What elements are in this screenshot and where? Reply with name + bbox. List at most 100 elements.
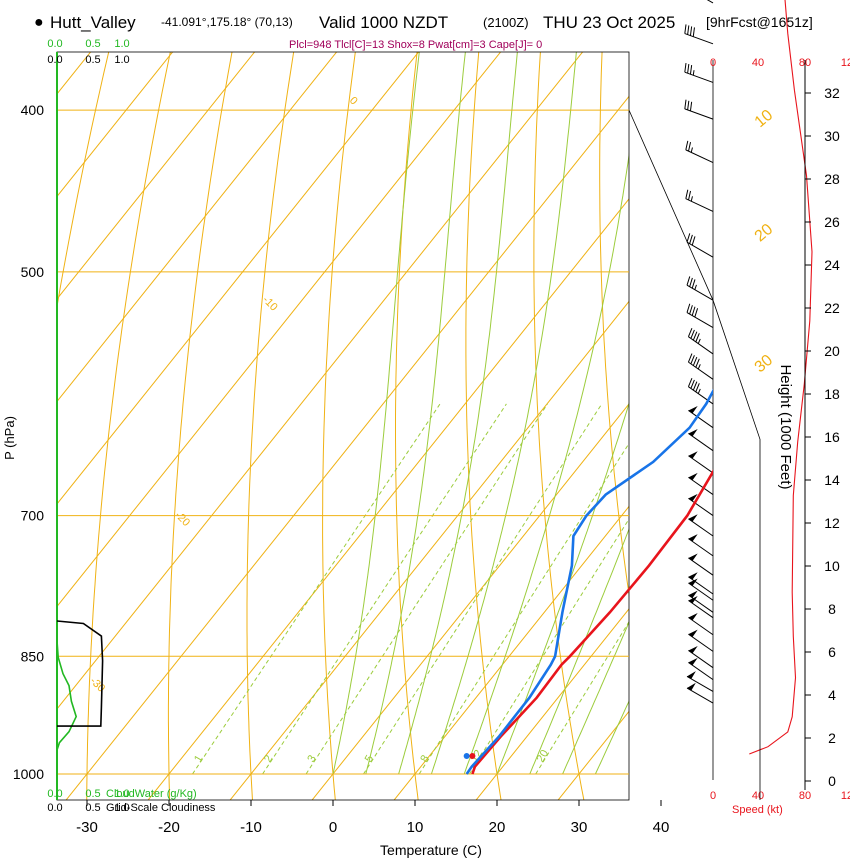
dry-adiabat-line bbox=[395, 52, 419, 800]
station-name: Hutt_Valley bbox=[50, 13, 136, 32]
pressure-tick-label: 500 bbox=[21, 264, 45, 280]
barb-staff bbox=[686, 687, 714, 704]
x-tick-label: 40 bbox=[653, 819, 670, 836]
mixing-ratio-line bbox=[305, 403, 548, 775]
height-tick-label: 22 bbox=[824, 300, 840, 316]
height-tick-label: 20 bbox=[824, 343, 840, 359]
barb-feather bbox=[689, 26, 693, 36]
wind-barb bbox=[688, 590, 714, 613]
barb-feather bbox=[689, 277, 693, 287]
dry-adiabat-label: -10 bbox=[260, 294, 280, 314]
x-tick-label: 20 bbox=[489, 819, 506, 836]
barb-half-feather bbox=[690, 147, 693, 153]
plot-frame bbox=[56, 51, 761, 801]
forecast-info: [9hrFcst@1651z] bbox=[706, 14, 813, 30]
wind-barb bbox=[688, 572, 714, 595]
speed-top-tick: 0 bbox=[710, 57, 716, 69]
wind-barb bbox=[686, 233, 714, 258]
barb-staff bbox=[688, 600, 714, 619]
mixing-ratio-line bbox=[469, 518, 629, 775]
wind-barb bbox=[688, 645, 714, 669]
barb-feather bbox=[691, 236, 696, 246]
moist-adiabat-line bbox=[463, 152, 629, 775]
dry-adiabat-line bbox=[246, 52, 295, 800]
pressure-tick-label: 1000 bbox=[13, 766, 44, 782]
isotherm-line bbox=[65, 95, 629, 800]
barb-feather bbox=[684, 62, 687, 73]
moist-adiabat-line bbox=[594, 700, 629, 775]
barb-feather bbox=[689, 101, 693, 112]
barb-feather bbox=[689, 305, 693, 315]
barb-half-feather bbox=[694, 284, 697, 290]
barb-feather bbox=[695, 358, 700, 368]
wind-barb bbox=[688, 405, 714, 429]
cloudiness-top-tick: 1.0 bbox=[114, 54, 129, 66]
barb-feather bbox=[690, 355, 695, 365]
dewpoint-line bbox=[465, 388, 713, 775]
barb-staff bbox=[686, 284, 714, 301]
barb-feather bbox=[692, 331, 698, 341]
wind-barb bbox=[684, 99, 714, 120]
panel-edge bbox=[628, 109, 761, 800]
speed-bottom-tick: 0 bbox=[710, 790, 716, 802]
wind-barb bbox=[688, 451, 714, 474]
mixing-ratio-line bbox=[418, 442, 629, 775]
barb-pennant bbox=[688, 590, 698, 598]
dry-adiabat-line bbox=[599, 52, 629, 598]
height-tick-label: 2 bbox=[828, 730, 836, 746]
barb-pennant bbox=[687, 682, 696, 691]
cloudiness-top-tick: 0.5 bbox=[85, 54, 100, 66]
mixing-ratio-label: 20 bbox=[535, 748, 552, 765]
barb-feather bbox=[691, 306, 696, 316]
header-bullet: ● bbox=[34, 14, 44, 31]
wind-barb bbox=[688, 472, 714, 495]
moist-adiabat-line bbox=[562, 621, 629, 775]
valid-time: Valid 1000 NZDT bbox=[319, 13, 448, 32]
barb-feather bbox=[686, 276, 691, 286]
barb-pennant bbox=[688, 428, 698, 437]
wind-barb bbox=[688, 428, 714, 452]
wind-barb bbox=[684, 24, 714, 45]
dry-adiabat-line bbox=[465, 52, 502, 800]
speed-bottom-tick: 80 bbox=[799, 790, 811, 802]
height-axis-title: Height (1000 Feet) bbox=[777, 364, 794, 489]
mixing-ratio-label: 1 bbox=[192, 753, 205, 764]
y-axis-title: P (hPa) bbox=[2, 416, 17, 460]
mixing-ratio-line bbox=[535, 620, 629, 775]
wind-barb bbox=[687, 328, 714, 355]
temperature-line bbox=[471, 469, 713, 775]
height-tick-label: 28 bbox=[824, 171, 840, 187]
isotherm-line bbox=[57, 52, 92, 95]
surface-temperature-marker bbox=[469, 753, 476, 759]
height-tick-label: 24 bbox=[824, 257, 840, 273]
barb-feather bbox=[687, 377, 693, 387]
barb-feather bbox=[687, 100, 690, 110]
barb-feather bbox=[692, 381, 698, 391]
barb-staff bbox=[684, 108, 714, 120]
barb-feather bbox=[690, 379, 695, 389]
barb-feather bbox=[685, 140, 689, 150]
cloudwater-top-tick: 0.0 bbox=[47, 38, 62, 50]
mixing-ratio-line bbox=[262, 403, 507, 775]
barb-staff bbox=[688, 476, 714, 495]
height-tick-label: 4 bbox=[828, 687, 836, 703]
wind-barb bbox=[688, 657, 714, 681]
barb-staff bbox=[688, 538, 714, 557]
height-tick-label: 32 bbox=[824, 85, 840, 101]
moist-adiabat-line bbox=[529, 527, 629, 775]
x-tick-label: -30 bbox=[76, 819, 98, 836]
barb-staff bbox=[688, 557, 714, 576]
background-grid bbox=[57, 0, 850, 809]
barb-staff bbox=[684, 33, 714, 45]
barb-staff bbox=[688, 433, 714, 452]
barb-feather bbox=[688, 142, 692, 152]
sounding-profiles bbox=[57, 388, 713, 775]
isotherm-line bbox=[633, 0, 850, 809]
height-tick-label: 10 bbox=[824, 558, 840, 574]
wind-speed-line bbox=[749, 0, 813, 755]
barb-feather bbox=[684, 24, 687, 34]
moist-adiabat-label: 20 bbox=[752, 221, 777, 246]
barb-pennant bbox=[688, 613, 698, 621]
barb-staff bbox=[685, 149, 714, 163]
